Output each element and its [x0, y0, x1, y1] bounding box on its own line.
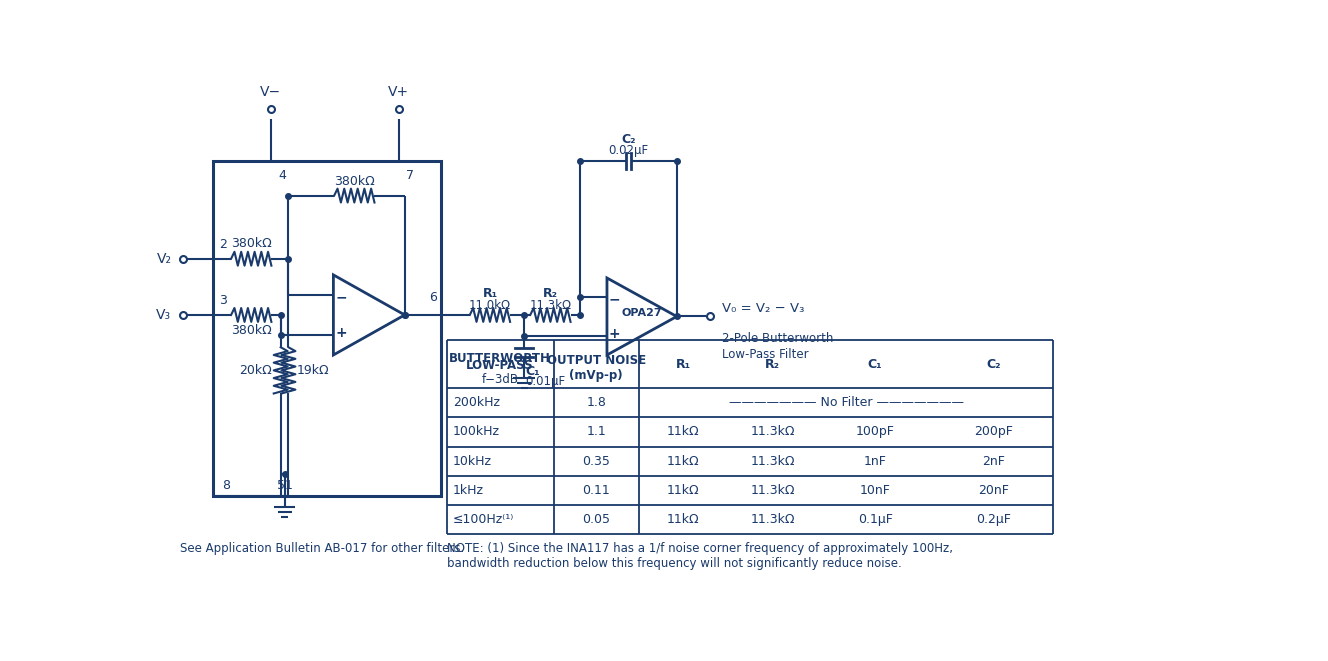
- Text: R₁: R₁: [676, 358, 691, 371]
- Bar: [212, 161, 441, 496]
- Text: 0.01μF: 0.01μF: [526, 375, 566, 389]
- Text: C₂: C₂: [987, 358, 1000, 371]
- Text: 1.1: 1.1: [586, 426, 606, 438]
- Text: −: −: [336, 290, 347, 304]
- Text: 11.3kΩ: 11.3kΩ: [750, 513, 794, 526]
- Text: 0.05: 0.05: [582, 513, 610, 526]
- Text: V+: V+: [388, 85, 409, 99]
- Text: C₁: C₁: [867, 358, 882, 371]
- Text: 200pF: 200pF: [973, 426, 1013, 438]
- Text: 0.1μF: 0.1μF: [858, 513, 892, 526]
- Text: (mVp-p): (mVp-p): [570, 369, 623, 382]
- Text: 100pF: 100pF: [855, 426, 895, 438]
- Text: 19kΩ: 19kΩ: [296, 364, 329, 377]
- Text: 10nF: 10nF: [859, 484, 891, 497]
- Text: +: +: [610, 327, 620, 341]
- Text: R₁: R₁: [482, 287, 498, 300]
- Text: NOTE: (1) Since the INA117 has a 1/f noise corner frequency of approximately 100: NOTE: (1) Since the INA117 has a 1/f noi…: [446, 542, 952, 570]
- Text: 3: 3: [219, 294, 227, 307]
- Text: 6: 6: [429, 291, 437, 304]
- Text: 11.3kΩ: 11.3kΩ: [750, 426, 794, 438]
- Text: f−3dB: f−3dB: [482, 373, 518, 386]
- Text: 8: 8: [222, 479, 230, 492]
- Text: 11kΩ: 11kΩ: [667, 455, 700, 468]
- Text: 2nF: 2nF: [981, 455, 1005, 468]
- Text: 0.2μF: 0.2μF: [976, 513, 1011, 526]
- Text: R₂: R₂: [543, 287, 558, 300]
- Text: 100kHz: 100kHz: [453, 426, 499, 438]
- Text: +: +: [336, 326, 347, 340]
- Text: Low-Pass Filter: Low-Pass Filter: [721, 348, 809, 362]
- Text: LOW-PASS: LOW-PASS: [466, 360, 534, 372]
- Text: 11kΩ: 11kΩ: [667, 513, 700, 526]
- Text: 11kΩ: 11kΩ: [667, 484, 700, 497]
- Text: 7: 7: [406, 169, 414, 182]
- Text: 200kHz: 200kHz: [453, 396, 499, 409]
- Text: 1nF: 1nF: [863, 455, 887, 468]
- Text: V₃: V₃: [157, 308, 171, 322]
- Text: V−: V−: [260, 85, 282, 99]
- Text: ——————— No Filter ———————: ——————— No Filter ———————: [729, 396, 964, 409]
- Text: C₁: C₁: [526, 365, 540, 377]
- Text: OUTPUT NOISE: OUTPUT NOISE: [547, 354, 645, 367]
- Text: 0.35: 0.35: [582, 455, 610, 468]
- Text: 0.11: 0.11: [582, 484, 610, 497]
- Text: 11kΩ: 11kΩ: [667, 426, 700, 438]
- Text: OPA27: OPA27: [622, 307, 663, 318]
- Text: 11.3kΩ: 11.3kΩ: [750, 484, 794, 497]
- Text: 1kHz: 1kHz: [453, 484, 483, 497]
- Text: 11.3kΩ: 11.3kΩ: [750, 455, 794, 468]
- Text: −: −: [610, 292, 620, 306]
- Text: ≤100Hz⁽¹⁾: ≤100Hz⁽¹⁾: [453, 513, 514, 526]
- Text: 1.8: 1.8: [586, 396, 606, 409]
- Text: 10kHz: 10kHz: [453, 455, 491, 468]
- Text: 20kΩ: 20kΩ: [239, 364, 271, 377]
- Text: 2: 2: [219, 238, 227, 251]
- Text: 380kΩ: 380kΩ: [231, 237, 272, 250]
- Text: C₂: C₂: [622, 133, 636, 146]
- Text: BUTTERWORTH: BUTTERWORTH: [449, 352, 551, 365]
- Text: 380kΩ: 380kΩ: [333, 175, 374, 188]
- Text: 11.0kΩ: 11.0kΩ: [469, 299, 511, 312]
- Text: 11.3kΩ: 11.3kΩ: [530, 299, 571, 312]
- Text: V₂: V₂: [157, 252, 171, 266]
- Text: 1: 1: [284, 479, 292, 492]
- Text: R₂: R₂: [765, 358, 780, 371]
- Text: 20nF: 20nF: [977, 484, 1009, 497]
- Text: 4: 4: [279, 169, 287, 182]
- Text: 0.02μF: 0.02μF: [608, 145, 648, 157]
- Text: 380kΩ: 380kΩ: [231, 324, 272, 337]
- Text: 2-Pole Butterworth: 2-Pole Butterworth: [721, 332, 833, 344]
- Text: V₀ = V₂ − V₃: V₀ = V₂ − V₃: [721, 302, 803, 315]
- Text: 5: 5: [276, 479, 284, 492]
- Text: See Application Bulletin AB-017 for other filters.: See Application Bulletin AB-017 for othe…: [181, 542, 465, 555]
